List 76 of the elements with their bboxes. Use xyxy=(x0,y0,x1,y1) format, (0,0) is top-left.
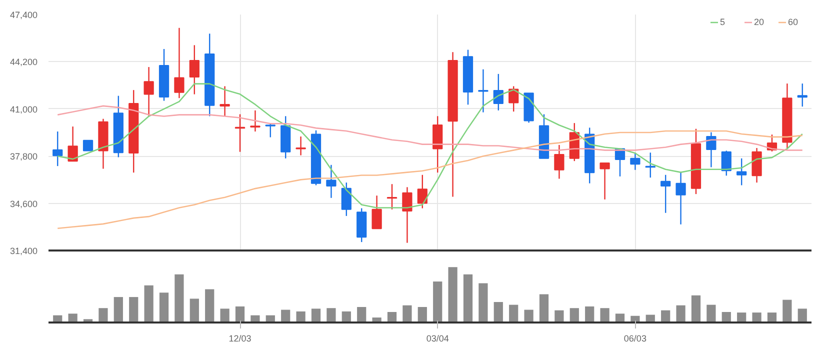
candlestick xyxy=(660,174,671,214)
x-tick-label: 12/03 xyxy=(228,334,252,344)
legend-label: 20 xyxy=(754,17,766,27)
y-tick-label: 47,400 xyxy=(10,10,38,20)
bar xyxy=(752,312,762,322)
bar xyxy=(235,306,245,322)
bar xyxy=(585,306,594,322)
candlestick xyxy=(736,158,747,186)
candlestick xyxy=(386,183,398,210)
candlestick xyxy=(52,130,63,167)
bar xyxy=(190,298,199,322)
bar xyxy=(676,305,686,322)
bar xyxy=(220,308,230,322)
bar xyxy=(509,304,518,322)
candlestick xyxy=(296,136,306,156)
bar xyxy=(706,304,716,322)
legend-label: 60 xyxy=(788,17,800,27)
bar xyxy=(691,295,701,322)
candlestick xyxy=(250,110,260,132)
y-tick-label: 34,600 xyxy=(10,198,38,209)
bar xyxy=(570,308,579,322)
bar xyxy=(144,285,154,322)
candlestick xyxy=(174,27,184,99)
candlestick xyxy=(721,150,732,176)
bar xyxy=(357,307,366,322)
candlestick xyxy=(417,174,428,209)
candlestick xyxy=(600,162,610,200)
y-tick-label: 41,000 xyxy=(10,104,38,114)
bar xyxy=(205,289,214,322)
y-tick-label: 31,400 xyxy=(10,246,38,256)
bar xyxy=(402,305,412,322)
candlestick xyxy=(341,182,352,217)
candlestick xyxy=(234,114,246,152)
bar xyxy=(782,300,792,322)
bar xyxy=(524,310,534,322)
bar xyxy=(174,274,184,322)
line-series xyxy=(56,130,804,230)
bar xyxy=(554,310,564,322)
candlestick xyxy=(68,126,78,162)
bar xyxy=(433,282,442,322)
candlestick xyxy=(372,195,382,230)
bar xyxy=(326,308,336,322)
x-tick-label: 06/03 xyxy=(624,334,646,344)
candlestick xyxy=(752,147,762,184)
bar xyxy=(418,307,427,322)
bar xyxy=(98,308,108,322)
candlestick xyxy=(189,44,200,95)
candlestick xyxy=(82,140,94,152)
candlestick xyxy=(144,66,154,117)
candlestick xyxy=(326,164,336,198)
bar xyxy=(463,274,473,322)
candlestick xyxy=(645,152,656,178)
candlestick xyxy=(676,171,686,225)
bar xyxy=(478,283,488,322)
bar xyxy=(296,311,306,322)
bar xyxy=(798,308,807,322)
bar xyxy=(448,267,458,322)
bar xyxy=(129,297,138,322)
candlestick xyxy=(630,152,640,170)
candlestick xyxy=(265,123,276,138)
legend-label: 5 xyxy=(720,17,726,27)
bar xyxy=(114,297,123,322)
y-tick-label: 44,200 xyxy=(10,57,38,68)
candlestick xyxy=(554,144,564,180)
candlestick xyxy=(478,68,488,113)
y-tick-label: 37,800 xyxy=(10,152,38,162)
bar xyxy=(539,294,549,322)
candlestick xyxy=(432,116,443,174)
x-tick-label: 03/04 xyxy=(426,334,449,344)
bar xyxy=(600,308,610,322)
candlestick xyxy=(797,82,808,108)
bar xyxy=(311,308,321,322)
candlestick xyxy=(402,186,412,244)
candlestick xyxy=(220,86,230,117)
bar xyxy=(159,292,169,322)
bar xyxy=(494,302,503,322)
